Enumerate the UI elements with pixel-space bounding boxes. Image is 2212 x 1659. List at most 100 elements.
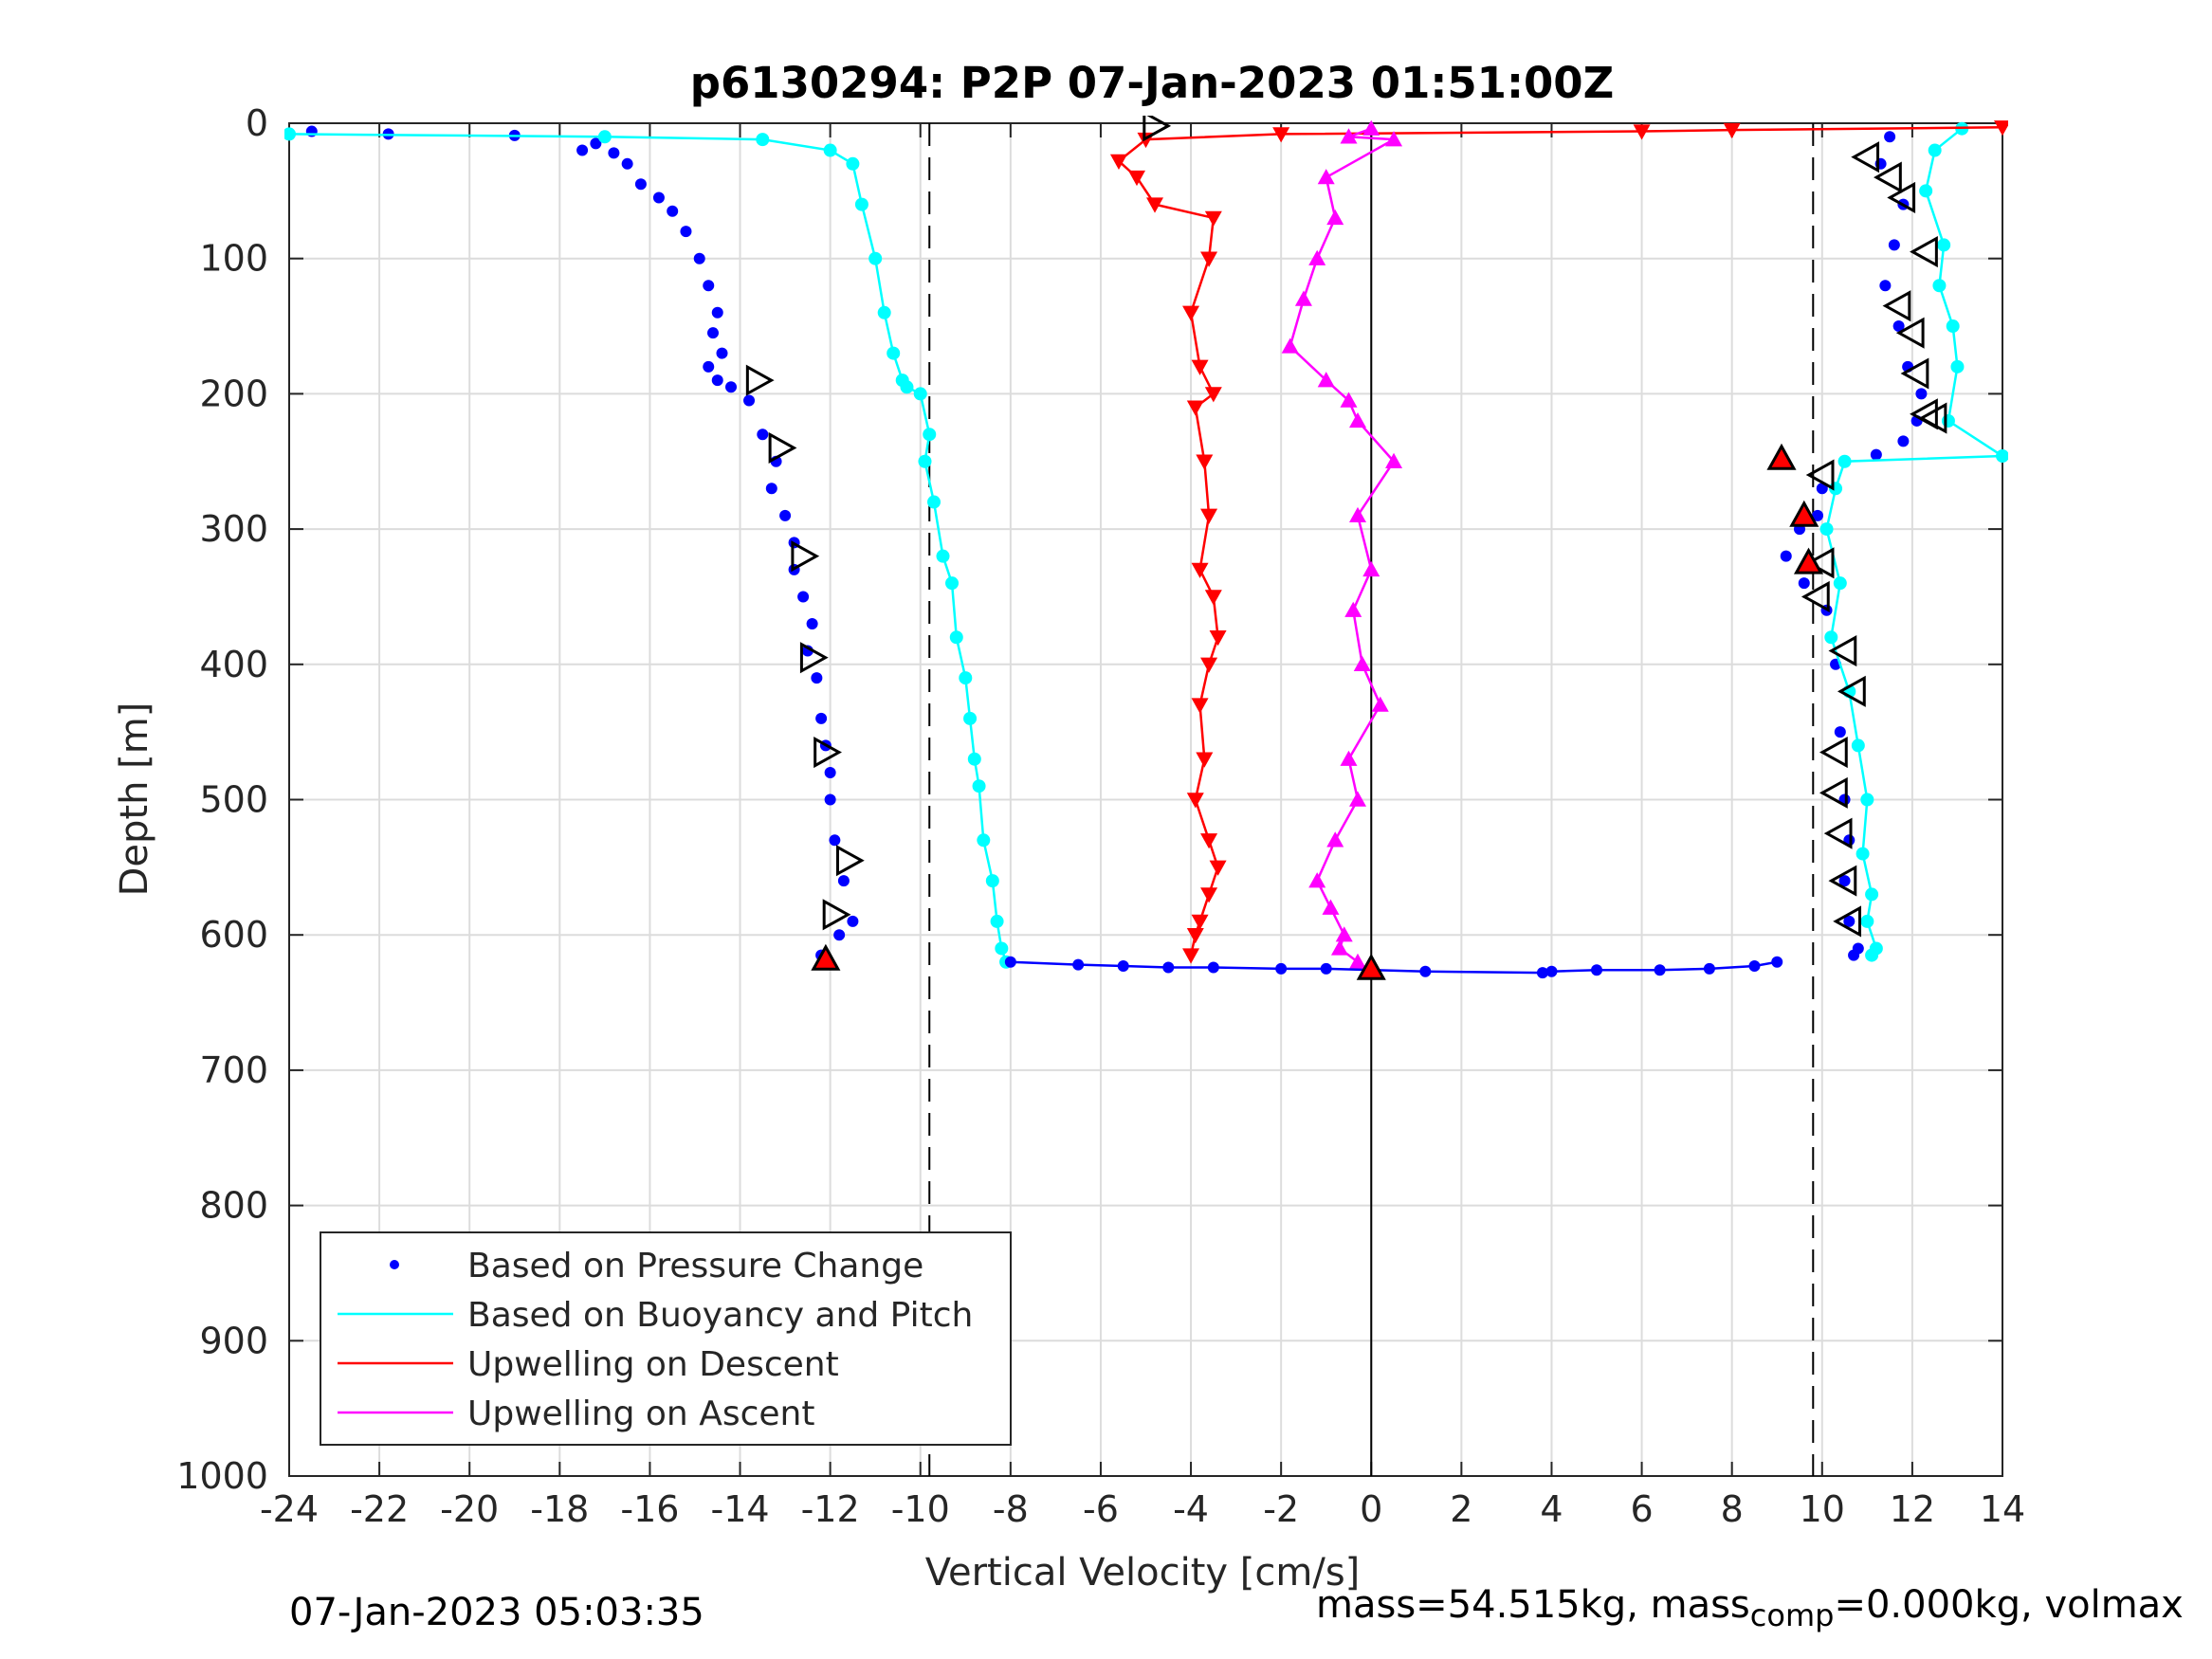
buoyancy_descent-point xyxy=(927,495,941,509)
x-tick-label: 8 xyxy=(1721,1488,1744,1530)
upwelling-descent-point xyxy=(1191,359,1209,375)
apogee_transition-point xyxy=(1162,961,1175,974)
climb-marker xyxy=(1805,547,1835,579)
x-tick-label: -24 xyxy=(260,1488,319,1530)
y-axis-label: Depth [m] xyxy=(113,702,156,897)
buoyancy_ascent-point xyxy=(1946,319,1960,334)
upwelling-descent-point xyxy=(1146,197,1164,213)
upwelling-descent-point xyxy=(1209,630,1227,647)
pressure_descent-point xyxy=(706,327,719,339)
buoyancy_ascent-point xyxy=(1837,454,1852,468)
mass-subscript: comp xyxy=(1749,1597,1835,1633)
dive-marker xyxy=(745,364,775,396)
x-tick-label: 6 xyxy=(1630,1488,1653,1530)
buoyancy_descent-point xyxy=(977,833,991,848)
buoyancy_ascent-point xyxy=(1860,793,1874,807)
x-tick-label: -18 xyxy=(530,1488,589,1530)
pressure_descent-point xyxy=(590,137,602,150)
upwelling-descent-point xyxy=(1191,562,1209,578)
buoyancy_descent-point xyxy=(823,143,837,157)
upwelling-descent-point xyxy=(1182,305,1200,321)
buoyancy_descent-point xyxy=(949,630,963,645)
buoyancy_ascent-point xyxy=(1928,143,1942,157)
apogee-marker xyxy=(1766,443,1797,470)
x-tick-label: -8 xyxy=(993,1488,1029,1530)
upwelling-descent-point xyxy=(1204,590,1222,606)
pressure_descent-point xyxy=(711,374,723,387)
x-tick-label: 4 xyxy=(1540,1488,1563,1530)
upwelling-ascent-point xyxy=(1340,750,1358,766)
pressure_descent-point xyxy=(716,347,728,359)
pressure_ascent-point xyxy=(1915,388,1928,400)
buoyancy_ascent-point xyxy=(1833,576,1847,591)
buoyancy_descent-point xyxy=(918,454,932,468)
buoyancy_ascent-line xyxy=(1825,127,2007,957)
buoyancy_descent-point xyxy=(995,941,1009,956)
pressure_descent-point xyxy=(652,191,665,204)
upwelling-descent-point xyxy=(1109,154,1127,170)
apogee-marker xyxy=(811,943,841,971)
x-tick-label: 10 xyxy=(1800,1488,1845,1530)
pressure_ascent-point xyxy=(1892,320,1905,333)
x-tick-label: -4 xyxy=(1173,1488,1209,1530)
buoyancy_ascent-point xyxy=(1856,847,1870,861)
x-tick-label: -6 xyxy=(1083,1488,1119,1530)
pressure_descent-point xyxy=(815,712,828,724)
upwelling-descent-point xyxy=(1186,400,1204,416)
buoyancy_descent-point xyxy=(923,428,937,442)
buoyancy_descent-point xyxy=(284,127,296,141)
pressure_descent-point xyxy=(667,205,679,217)
climb-marker xyxy=(1823,817,1853,849)
buoyancy_ascent-point xyxy=(1919,184,1933,198)
dive-marker xyxy=(799,642,829,674)
x-tick-label: 14 xyxy=(1980,1488,2025,1530)
apogee_transition-point xyxy=(1004,956,1016,968)
climb-marker xyxy=(1851,141,1880,173)
pressure_descent-point xyxy=(779,509,792,521)
upwelling-descent-point xyxy=(1200,508,1218,524)
climb-marker xyxy=(1882,290,1911,322)
pressure_ascent-point xyxy=(1798,577,1810,590)
mass-footer: mass=54.515kg, masscomp=0.000kg, volmax xyxy=(1316,1583,2212,1633)
upwelling-descent-point xyxy=(1200,833,1218,849)
upwelling-ascent-point xyxy=(1340,128,1358,144)
y-tick-label: 500 xyxy=(199,779,268,821)
upwelling-ascent-point xyxy=(1385,131,1403,147)
buoyancy_ascent-point xyxy=(1932,279,1947,293)
pressure_descent-point xyxy=(824,766,836,778)
timestamp-footer: 07-Jan-2023 05:03:35 xyxy=(289,1591,704,1634)
upwelling-ascent-point xyxy=(1322,899,1340,915)
pressure_descent-point xyxy=(608,147,620,159)
pressure_ascent-point xyxy=(1870,448,1882,461)
dive-marker xyxy=(814,737,842,769)
y-tick-label: 0 xyxy=(246,102,268,144)
upwelling-ascent-point xyxy=(1362,560,1380,577)
upwelling-descent-point xyxy=(1191,914,1209,930)
upwelling-ascent-point xyxy=(1308,249,1326,265)
legend-box xyxy=(320,1231,1012,1446)
pressure_ascent-point xyxy=(1897,435,1910,447)
pressure_descent-point xyxy=(680,226,692,238)
apogee_transition-point xyxy=(1207,961,1219,974)
x-tick-label: -12 xyxy=(801,1488,860,1530)
pressure_descent-point xyxy=(634,178,647,191)
climb-marker xyxy=(1910,236,1938,268)
apogee_transition-point xyxy=(1545,965,1558,977)
buoyancy_descent-point xyxy=(945,576,960,591)
upwelling-descent-point xyxy=(1186,793,1204,809)
climb-marker xyxy=(1837,675,1866,707)
buoyancy_descent-point xyxy=(972,779,986,793)
buoyancy_descent-point xyxy=(959,671,973,685)
x-tick-label: 2 xyxy=(1450,1488,1472,1530)
buoyancy_ascent-point xyxy=(1860,914,1874,928)
buoyancy_descent-point xyxy=(990,914,1004,928)
apogee_transition-point xyxy=(1419,965,1432,977)
upwelling-ascent-point xyxy=(1348,506,1366,523)
climb-marker xyxy=(1819,776,1848,809)
y-tick-label: 800 xyxy=(199,1185,268,1227)
x-tick-label: -20 xyxy=(440,1488,499,1530)
apogee_transition-point xyxy=(1117,960,1129,973)
buoyancy_descent-point xyxy=(854,197,868,211)
dive-marker xyxy=(835,845,865,877)
upwelling-descent-point xyxy=(1272,127,1290,143)
